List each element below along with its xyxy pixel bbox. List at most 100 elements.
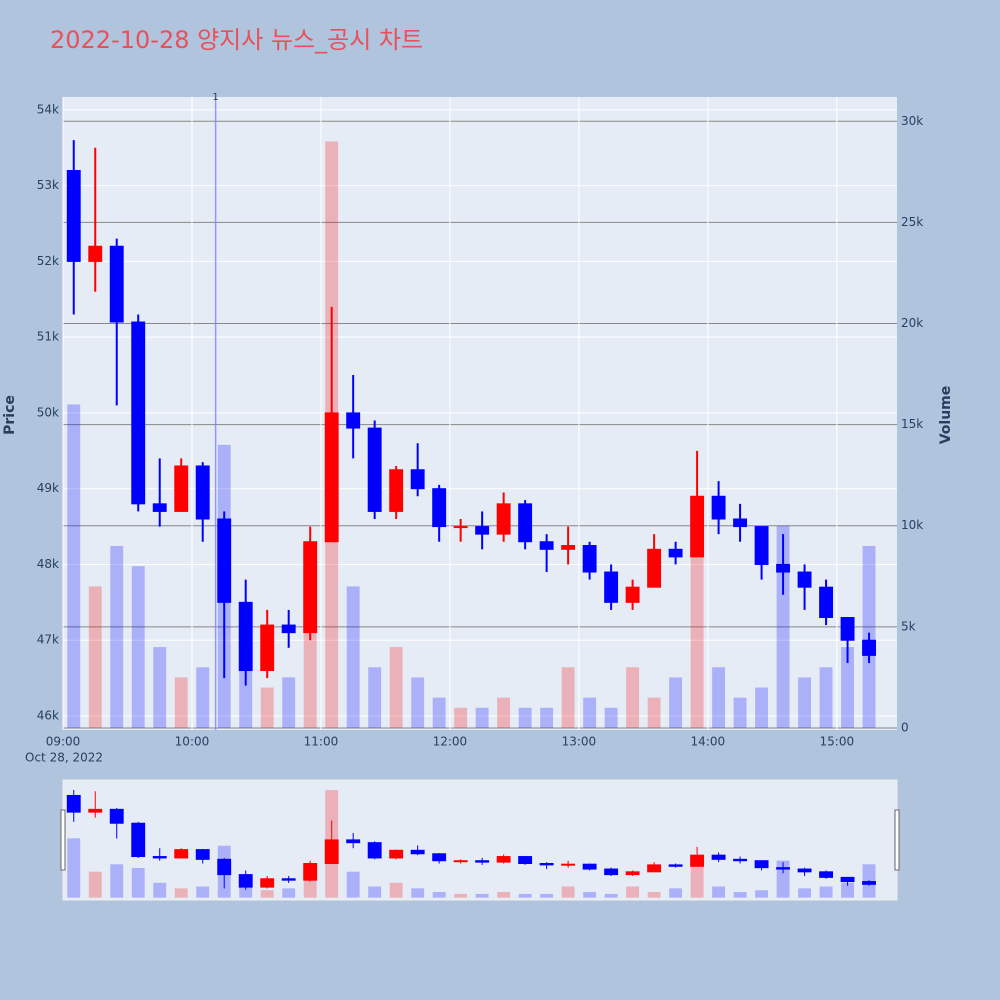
x-tick-label: 14:00 xyxy=(691,735,726,749)
y-tick-label: 47k xyxy=(37,633,59,647)
volume-bar xyxy=(346,586,360,728)
mini-candle-body xyxy=(109,808,124,824)
volume-bar xyxy=(626,667,640,728)
candle-body xyxy=(324,412,339,543)
mini-volume-bar xyxy=(518,893,532,898)
y-tick-label: 50k xyxy=(37,405,59,419)
mini-candle-body xyxy=(475,860,490,863)
mini-candle-body xyxy=(303,862,318,881)
y-tick-label: 48k xyxy=(37,557,59,571)
chart-title: 2022-10-28 양지사 뉴스_공시 차트 xyxy=(50,26,423,54)
x-date-label: Oct 28, 2022 xyxy=(25,751,103,765)
candle-body xyxy=(66,169,81,262)
y2-tick-label: 25k xyxy=(901,215,923,229)
mini-volume-bar xyxy=(88,871,102,898)
mini-candle-body xyxy=(561,863,576,866)
mini-volume-bar xyxy=(798,888,812,898)
candle-body xyxy=(217,518,232,603)
volume-bar xyxy=(475,707,489,728)
y2-axis-title: Volume xyxy=(938,386,954,445)
mini-candle-body xyxy=(453,860,468,863)
candle-body xyxy=(174,465,189,512)
mini-volume-bar xyxy=(841,882,855,898)
mini-candle-body xyxy=(131,822,146,858)
range-slider[interactable] xyxy=(62,779,898,901)
mini-volume-bar xyxy=(131,867,145,898)
mini-candle-body xyxy=(195,849,210,860)
mini-volume-bar xyxy=(196,886,210,898)
mini-volume-bar xyxy=(454,893,468,898)
mini-volume-bar xyxy=(432,892,446,898)
candle-body xyxy=(561,545,576,550)
volume-bar xyxy=(497,697,511,728)
mini-candle-body xyxy=(217,858,232,876)
y2-tick-label: 30k xyxy=(901,114,923,128)
mini-candle-body xyxy=(797,868,812,873)
y-axis-title: Price xyxy=(2,395,18,435)
candle-body xyxy=(582,545,597,573)
volume-bar xyxy=(67,404,81,728)
mini-candle-body xyxy=(733,858,748,862)
mini-candle-body xyxy=(346,839,361,844)
volume-bar xyxy=(260,687,274,728)
mini-candle-body xyxy=(776,867,791,870)
candle-body xyxy=(453,526,468,529)
candle-body xyxy=(711,495,726,520)
volume-bar xyxy=(411,677,425,728)
y2-tick-label: 20k xyxy=(901,316,923,330)
candle-body xyxy=(776,563,791,573)
x-tick-label: 13:00 xyxy=(562,735,597,749)
mini-candle-body xyxy=(66,794,81,813)
candle-body xyxy=(733,518,748,528)
volume-bar xyxy=(776,525,790,728)
candle-body xyxy=(475,526,490,535)
mini-candle-body xyxy=(690,854,705,867)
volume-bar xyxy=(88,586,102,728)
mini-candle-body xyxy=(410,849,425,855)
slider-handle[interactable] xyxy=(894,809,900,871)
candle-body xyxy=(195,465,210,520)
volume-bar xyxy=(798,677,812,728)
volume-bar xyxy=(368,667,382,728)
candle-body xyxy=(260,624,275,672)
candle-body xyxy=(88,245,103,262)
mini-candle-body xyxy=(668,864,683,867)
mini-candle-body xyxy=(367,842,382,859)
candle-body xyxy=(647,548,662,588)
candle-body xyxy=(281,624,296,634)
volume-bar xyxy=(196,667,210,728)
y2-tick-label: 0 xyxy=(901,720,909,734)
mini-volume-bar xyxy=(561,886,575,898)
volume-bar xyxy=(153,647,167,728)
mini-candle-body xyxy=(152,856,167,859)
mini-volume-bar xyxy=(411,888,425,898)
candle-body xyxy=(797,571,812,588)
candle-body xyxy=(819,586,834,618)
candle-body xyxy=(754,526,769,565)
y-tick-label: 54k xyxy=(37,102,59,116)
y-tick-label: 53k xyxy=(37,178,59,192)
mini-volume-bar xyxy=(583,892,597,898)
mini-candle-body xyxy=(711,854,726,860)
mini-candle-body xyxy=(862,881,877,885)
mini-volume-bar xyxy=(669,888,683,898)
x-tick-label: 10:00 xyxy=(175,735,210,749)
candle-body xyxy=(539,541,554,550)
y-tick-label: 52k xyxy=(37,254,59,268)
mini-volume-bar xyxy=(153,882,167,898)
news-label: 1 xyxy=(212,92,218,103)
mini-candle-body xyxy=(88,808,103,813)
candle-body xyxy=(346,412,361,429)
mini-volume-bar xyxy=(282,888,296,898)
volume-bar xyxy=(518,707,532,728)
candle-body xyxy=(496,503,511,535)
volume-bar xyxy=(389,647,403,728)
mini-candle-body xyxy=(174,849,189,859)
mini-candle-body xyxy=(432,853,447,862)
volume-bar xyxy=(432,697,446,728)
candle-body xyxy=(367,427,382,512)
slider-handle[interactable] xyxy=(60,809,66,871)
mini-volume-bar xyxy=(260,890,274,898)
candle-body xyxy=(389,469,404,512)
mini-volume-bar xyxy=(626,886,640,898)
